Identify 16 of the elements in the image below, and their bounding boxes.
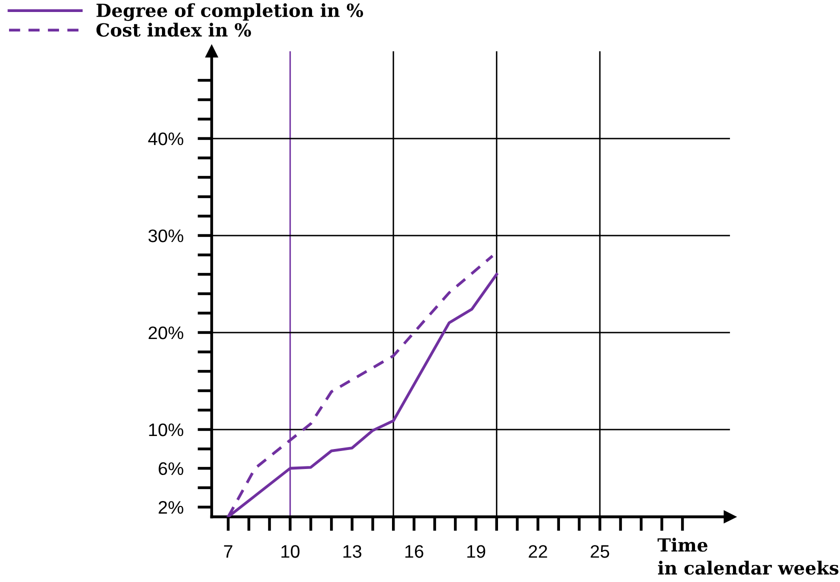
y-tick-label: 2% bbox=[158, 501, 184, 514]
x-tick-label: 19 bbox=[467, 545, 486, 558]
legend-label: Degree of completion in % bbox=[96, 3, 364, 21]
y-tick-label: 20% bbox=[148, 326, 184, 340]
x-tick-label: 7 bbox=[224, 545, 232, 558]
y-tick-label: 40% bbox=[148, 132, 184, 146]
x-axis-title: Time in calendar weeks bbox=[658, 538, 838, 575]
x-tick-label: 13 bbox=[343, 545, 362, 558]
y-tick-label: 6% bbox=[158, 462, 184, 476]
y-tick-label: 10% bbox=[149, 423, 184, 436]
y-tick-label: 30% bbox=[148, 229, 184, 242]
legend-label: Cost index in % bbox=[96, 22, 252, 37]
x-tick-label: 25 bbox=[590, 545, 610, 558]
x-tick-label: 16 bbox=[405, 545, 424, 558]
x-tick-label: 22 bbox=[528, 545, 548, 558]
x-tick-label: 10 bbox=[281, 545, 300, 558]
